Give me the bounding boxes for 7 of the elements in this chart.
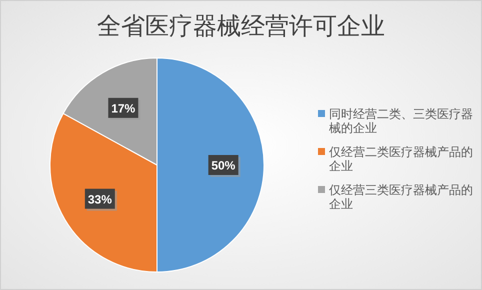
legend-label: 同时经营二类、三类医疗器械的企业 — [329, 107, 473, 135]
title: 全省医疗器械经营许可企业 — [97, 13, 385, 40]
legend-label: 仅经营三类医疗器械产品的企业 — [329, 183, 473, 211]
data-label: 50% — [211, 158, 236, 172]
data-label: 17% — [111, 101, 136, 116]
legend-label: 仅经营二类医疗器械产品的企业 — [329, 145, 473, 173]
data-label: 33% — [88, 192, 112, 206]
